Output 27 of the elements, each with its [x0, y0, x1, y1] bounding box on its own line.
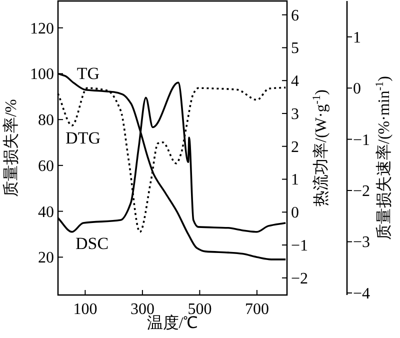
y3-tick-label: −2	[353, 183, 370, 200]
y3-tick-label: −1	[353, 132, 370, 149]
y-tick-label: 100	[30, 66, 54, 84]
series-label: DTG	[66, 128, 101, 148]
y2-tick-label: 4	[291, 73, 299, 90]
series-label: TG	[76, 64, 100, 83]
y-tick-label: 120	[30, 20, 54, 38]
y2-tick-label: 1	[291, 172, 299, 189]
y3-tick-label: 0	[353, 80, 361, 98]
y3-tick-label: 1	[353, 29, 361, 46]
y2-tick-label: 6	[291, 7, 299, 24]
y2-tick-label: 0	[291, 204, 299, 222]
y3-tick-label: −3	[353, 234, 370, 252]
x-tick-label: 700	[244, 301, 269, 318]
y3-tick-label: −4	[353, 285, 370, 302]
y-axis-title: 质量损失率/%	[2, 99, 20, 197]
y2-tick-label: 2	[291, 138, 299, 156]
y-tick-label: 40	[38, 204, 54, 221]
y2-tick-label: −1	[291, 238, 308, 255]
y2-tick-label: −2	[291, 270, 308, 288]
y2-tick-label: 5	[291, 40, 299, 58]
series-label: DSC	[75, 234, 109, 253]
y-tick-label: 20	[38, 250, 54, 267]
y-tick-label: 80	[38, 112, 54, 130]
y-tick-label: 60	[38, 158, 54, 175]
x-tick-label: 100	[73, 301, 98, 318]
y2-tick-label: 3	[291, 106, 299, 123]
